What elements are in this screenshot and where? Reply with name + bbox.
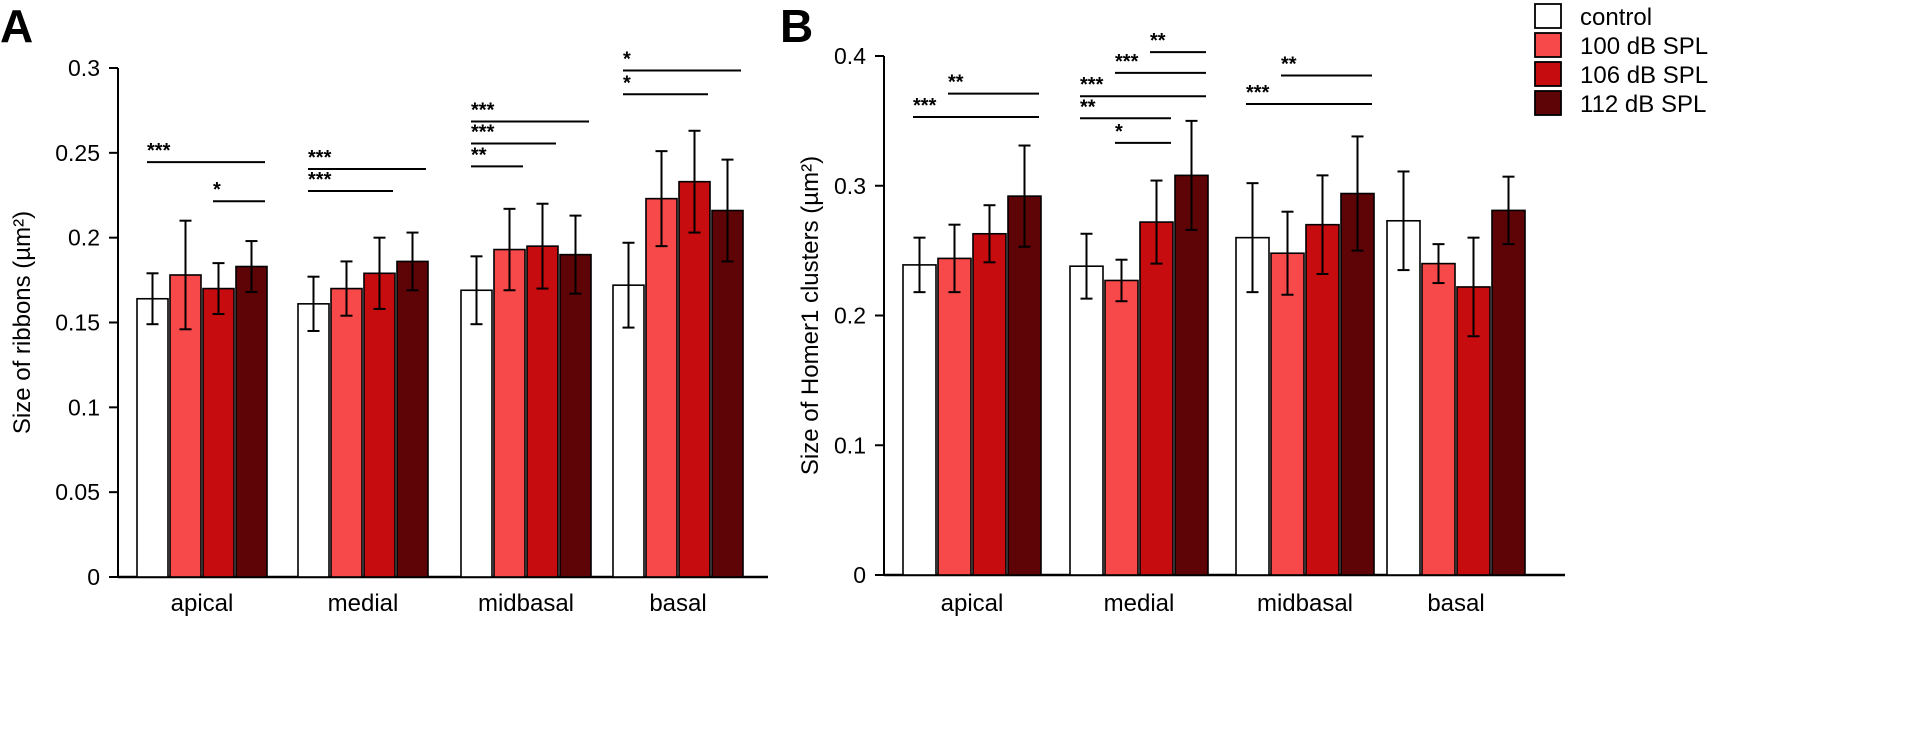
panel-a-significance-label: ***	[471, 122, 495, 144]
panel-b-significance-label: ***	[1115, 51, 1139, 73]
legend-swatch	[1534, 32, 1562, 58]
panel-b-significance-label: *	[1115, 121, 1123, 143]
panel-a-bar	[330, 287, 363, 578]
panel-b-bar	[1305, 223, 1340, 576]
panel-a-significance-label: ***	[308, 169, 332, 191]
panel-a-bar	[202, 287, 235, 578]
panel-b-significance-label: **	[948, 72, 964, 94]
panel-b-category-label: medial	[1104, 590, 1175, 617]
legend-swatch	[1534, 61, 1562, 87]
panel-b-bar	[1174, 174, 1209, 576]
panel-a-y-tick-label: 0.15	[55, 310, 100, 336]
panel-a-significance-label: ***	[471, 99, 495, 121]
panel-b-bar	[1069, 265, 1104, 576]
panel-a-bar	[711, 209, 744, 578]
panel-b-bar	[1421, 262, 1456, 576]
panel-a-y-axis-label: Size of ribbons (µm²)	[9, 211, 36, 434]
panel-b-bar	[1340, 192, 1375, 576]
panel-a-significance-label: *	[623, 49, 631, 71]
panel-a-bar	[559, 253, 592, 578]
panel-b-bar	[1386, 219, 1421, 576]
panel-a-significance-label: ***	[308, 147, 332, 169]
panel-b-significance-label: ***	[1080, 74, 1104, 96]
panel-b-category-label: midbasal	[1257, 590, 1353, 617]
panel-b-significance-label: ***	[1246, 82, 1270, 104]
panel-a-significance-label: **	[471, 144, 487, 166]
panel-a-category-label: basal	[649, 590, 706, 617]
legend-label: control	[1580, 4, 1652, 31]
panel-b-significance-label: **	[1150, 30, 1166, 52]
panel-a-bar	[645, 197, 678, 578]
panel-a-bar	[363, 272, 396, 578]
panel-a-category-label: apical	[171, 590, 234, 617]
panel-b-y-tick-label: 0.4	[834, 43, 866, 69]
panel-a-category-label: midbasal	[478, 590, 574, 617]
legend-swatch	[1534, 3, 1562, 29]
panel-a-bar	[136, 297, 169, 578]
panel-b-significance-label: **	[1281, 53, 1297, 75]
panel-a-bar	[493, 248, 526, 578]
panel-b-bar	[1104, 279, 1139, 576]
panel-b-bar	[1491, 209, 1526, 576]
panel-b-y-tick-label: 0.3	[834, 173, 866, 199]
panel-b-bar	[902, 264, 937, 576]
panel-b-y-axis-label: Size of Homer1 clusters (µm²)	[797, 156, 824, 475]
panel-b-y-tick-label: 0.1	[834, 432, 866, 458]
panel-b-bar	[937, 257, 972, 576]
panel-a-bar	[396, 260, 429, 578]
panel-a-bar	[297, 303, 330, 578]
legend-label: 100 dB SPL	[1580, 33, 1708, 60]
panel-a-y-tick-label: 0.1	[68, 394, 100, 420]
legend-swatch	[1534, 90, 1562, 116]
panel-a-significance-label: *	[623, 72, 631, 94]
panel-b-bar	[972, 232, 1007, 576]
panel-a-y-tick-label: 0.3	[68, 55, 100, 81]
panel-a-y-tick-label: 0.05	[55, 479, 100, 505]
panel-b-category-label: apical	[941, 590, 1004, 617]
panel-b-bar	[1007, 195, 1042, 576]
legend-label: 106 dB SPL	[1580, 62, 1708, 89]
panel-a-bar	[678, 180, 711, 578]
chart-panel-b: 0 0.1 0.2 0.3 0.4 Size of Homer1 clusters (µm…	[797, 30, 1565, 617]
panel-a-y-tick-label: 0.25	[55, 140, 100, 166]
panel-b-significance-label: **	[1080, 96, 1096, 118]
panel-b-y-tick-label: 0	[853, 562, 866, 588]
panel-b-bar	[1270, 252, 1305, 576]
chart-panel-a: 0 0.05 0.1 0.15 0.2 0.25 0.3 Size of ribbons (µ…	[9, 49, 768, 617]
panel-b-significance-label: ***	[913, 95, 937, 117]
panel-a-bar	[612, 284, 645, 578]
panel-a-y-tick-label: 0.2	[68, 225, 100, 251]
panel-letter-a: A	[0, 0, 33, 52]
panel-a-y-tick-label: 0	[87, 564, 100, 590]
panel-a-significance-label: ***	[147, 140, 171, 162]
panel-b-category-label: basal	[1427, 590, 1484, 617]
panel-b-bar	[1235, 236, 1270, 576]
legend-label: 112 dB SPL	[1580, 91, 1706, 118]
panel-a-bar	[235, 265, 268, 578]
panel-a-category-label: medial	[328, 590, 399, 617]
panel-b-bar	[1139, 221, 1174, 576]
panel-letter-b: B	[780, 0, 813, 52]
panel-a-bar	[526, 245, 559, 578]
panel-b-y-tick-label: 0.2	[834, 303, 866, 329]
panel-a-bar	[460, 289, 493, 578]
panel-a-significance-label: *	[213, 179, 221, 201]
